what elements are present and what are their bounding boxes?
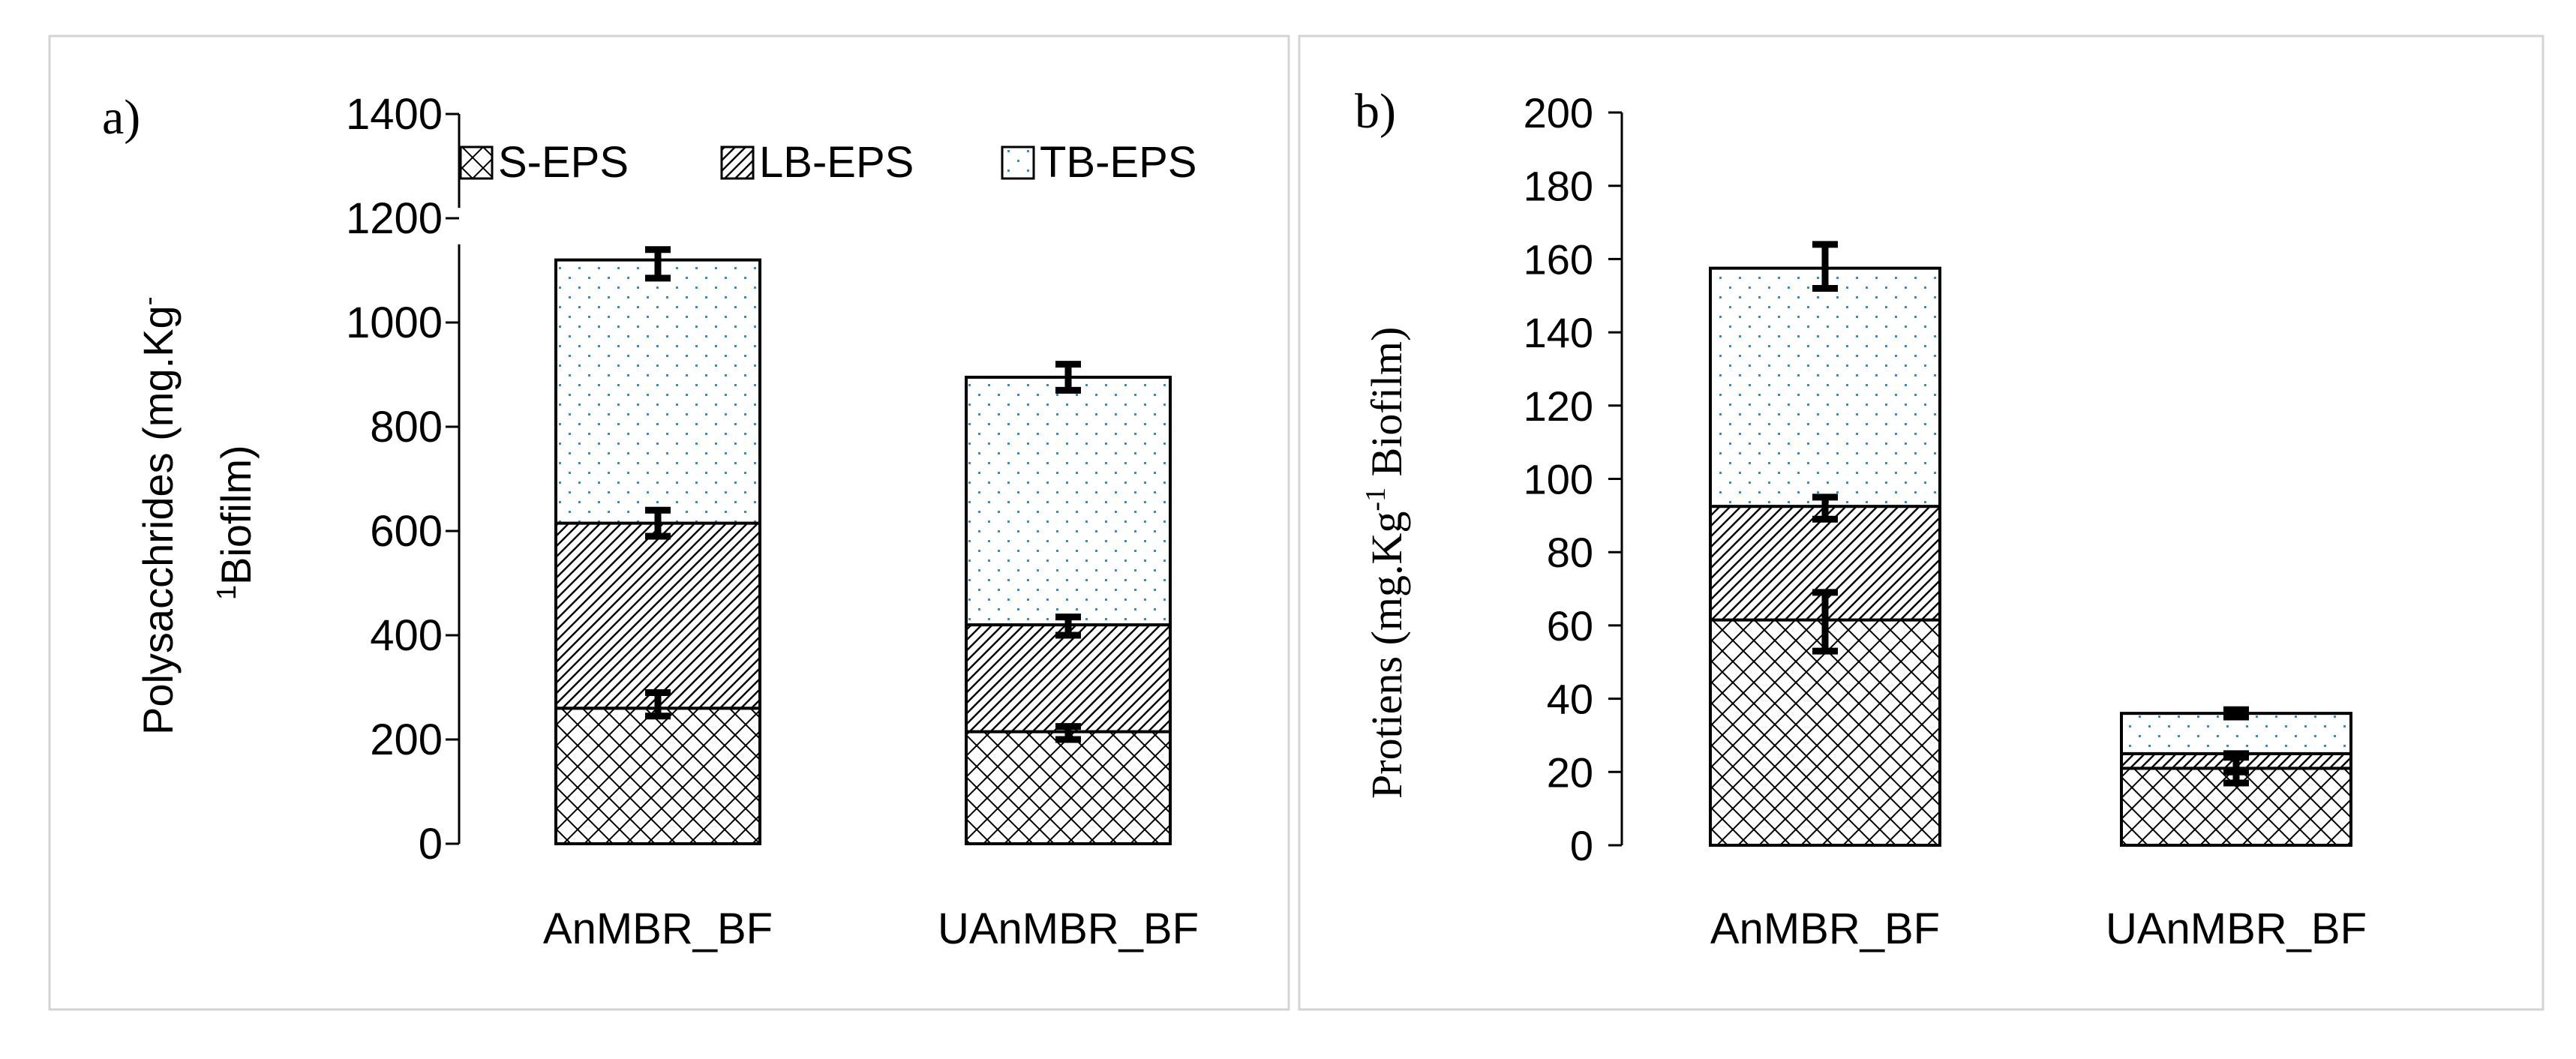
y-tick-label: 140 bbox=[1524, 309, 1593, 356]
bar-lb-eps bbox=[965, 623, 1172, 734]
y-tick-label: 200 bbox=[370, 716, 443, 764]
panel-a-frame bbox=[48, 34, 1290, 1011]
legend-label-lb-eps: LB-EPS bbox=[759, 138, 914, 187]
panel-b-label: b) bbox=[1355, 84, 1396, 139]
bar-tb-eps bbox=[554, 258, 761, 525]
y-tick-label: 1400 bbox=[346, 90, 443, 139]
legend-swatch-tb-eps bbox=[1001, 146, 1035, 180]
panel-b-ylabel: Protiens (mg.Kg-1 Biofilm) bbox=[1360, 327, 1411, 799]
y-tick-label: 180 bbox=[1524, 163, 1593, 210]
legend: S-EPS LB-EPS TB-EPS bbox=[459, 138, 1197, 187]
y-tick-label: 600 bbox=[370, 507, 443, 556]
y-tick-label: 1000 bbox=[346, 298, 443, 347]
panel-b-frame bbox=[1298, 34, 2544, 1011]
y-tick-label: 0 bbox=[419, 820, 443, 868]
bar-lb-eps bbox=[554, 521, 761, 710]
y-tick-label: 20 bbox=[1547, 748, 1593, 796]
legend-swatch-lb-eps bbox=[720, 146, 755, 180]
y-tick-label: 80 bbox=[1547, 529, 1593, 576]
bar-s-eps bbox=[965, 730, 1172, 846]
chart-a: 0 200 400 600 800 1000 1200 1400 AnMBR_BF UAnMBR_… bbox=[346, 90, 1199, 953]
bar-lb-eps bbox=[1709, 505, 1941, 622]
y-tick-label: 400 bbox=[370, 611, 443, 660]
bar-s-eps bbox=[1709, 618, 1941, 847]
y-tick-label: 60 bbox=[1547, 602, 1593, 650]
x-category-label: AnMBR_BF bbox=[1710, 904, 1940, 953]
bar-tb-eps bbox=[965, 375, 1172, 627]
y-tick-label: 0 bbox=[1570, 822, 1593, 869]
y-tick-label: 40 bbox=[1547, 676, 1593, 723]
y-tick-label: 100 bbox=[1524, 456, 1593, 503]
y-tick-label: 160 bbox=[1524, 236, 1593, 283]
legend-swatch-s-eps bbox=[459, 146, 494, 180]
bar-tb-eps bbox=[1709, 266, 1941, 508]
legend-label-tb-eps: TB-EPS bbox=[1040, 138, 1197, 187]
x-category-label: AnMBR_BF bbox=[543, 904, 773, 953]
legend-label-s-eps: S-EPS bbox=[498, 138, 629, 187]
panel-a-ylabel-line2: 1Biofilm) bbox=[211, 445, 260, 600]
panel-a-ylabel: Polysacchrides (mg.Kg- bbox=[133, 296, 182, 735]
y-tick-label: 1200 bbox=[346, 194, 443, 243]
x-category-label: UAnMBR_BF bbox=[2106, 904, 2367, 953]
panel-a-label: a) bbox=[102, 90, 140, 145]
y-tick-label: 120 bbox=[1524, 382, 1593, 430]
bar-s-eps bbox=[554, 706, 761, 845]
y-tick-label: 800 bbox=[370, 403, 443, 452]
chart-b: 0 20 40 60 80 100 120 140 160 180 200 AnMBR_BF UAnMB… bbox=[1524, 89, 2367, 953]
x-category-label: UAnMBR_BF bbox=[938, 904, 1199, 953]
y-tick-label: 200 bbox=[1524, 89, 1593, 136]
